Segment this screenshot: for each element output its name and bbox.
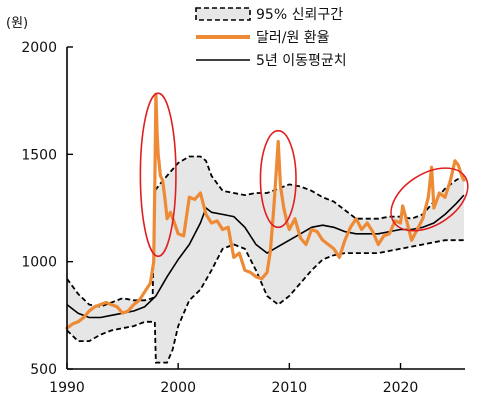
x-tick-label: 2010: [272, 380, 308, 396]
y-tick-label: 500: [30, 362, 57, 378]
highlight-ellipse-3: [390, 167, 469, 232]
x-tick-label: 2020: [383, 380, 419, 396]
confidence-band-lower: [66, 239, 464, 364]
exchange-rate-layer: [65, 92, 466, 330]
moving-average-layer: [66, 194, 465, 319]
y-tick-label: 1500: [21, 147, 57, 163]
highlight-ellipse-2: [259, 129, 297, 229]
legend-label: 95% 신뢰구간: [256, 7, 343, 23]
confidence-band-upper: [66, 155, 465, 308]
moving-average-line: [66, 194, 465, 319]
x-tick-label: 2000: [160, 380, 196, 396]
axes-layer: 500 1000 1500 2000 1990 2000 2010 2020: [21, 40, 465, 396]
legend-swatch-band: [195, 7, 251, 21]
highlight-ellipses-layer: [139, 92, 469, 258]
y-tick-label: 2000: [21, 40, 57, 56]
exchange-rate-line: [65, 92, 466, 330]
highlight-ellipse-1: [139, 92, 177, 258]
x-tick-label: 1990: [49, 380, 85, 396]
legend-label: 5년 이동평균치: [256, 53, 347, 69]
y-unit-label: (원): [6, 16, 28, 31]
legend-label: 달러/원 환율: [256, 30, 330, 46]
y-tick-label: 1000: [21, 255, 57, 271]
